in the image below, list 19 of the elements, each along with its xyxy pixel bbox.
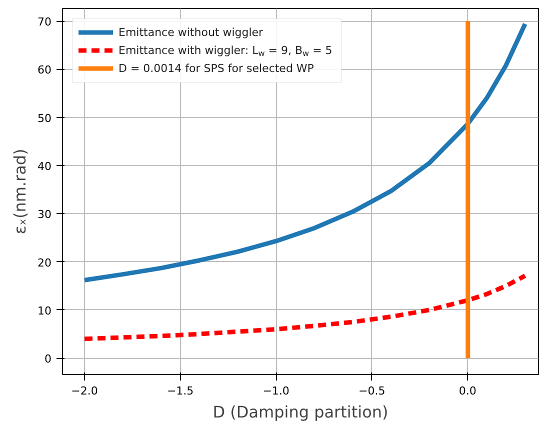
legend-label: D = 0.0014 for SPS for selected WP bbox=[118, 62, 314, 75]
x-axis-title: D (Damping partition) bbox=[212, 402, 388, 422]
y-tick-label: 0 bbox=[44, 352, 52, 366]
y-tick-label: 10 bbox=[38, 304, 52, 318]
line-series bbox=[82, 22, 528, 282]
legend-label: Emittance without wiggler bbox=[118, 26, 264, 39]
x-tick-label: 0.0 bbox=[458, 384, 476, 398]
y-axis-title: εₓ(nm.rad) bbox=[10, 148, 30, 234]
x-tick-label: −1.5 bbox=[166, 384, 194, 398]
y-tick-label: 30 bbox=[38, 208, 52, 222]
y-tick-label: 70 bbox=[38, 16, 52, 29]
y-tick-label: 50 bbox=[38, 112, 52, 125]
x-tick-label: −0.5 bbox=[358, 384, 386, 398]
line-series bbox=[82, 274, 528, 342]
y-tick-label: 20 bbox=[38, 256, 52, 270]
y-tick-label: 40 bbox=[38, 160, 52, 173]
x-tick-label: −1.0 bbox=[262, 384, 290, 398]
x-tick-label: −2.0 bbox=[71, 384, 98, 398]
y-tick-label: 60 bbox=[38, 64, 52, 77]
